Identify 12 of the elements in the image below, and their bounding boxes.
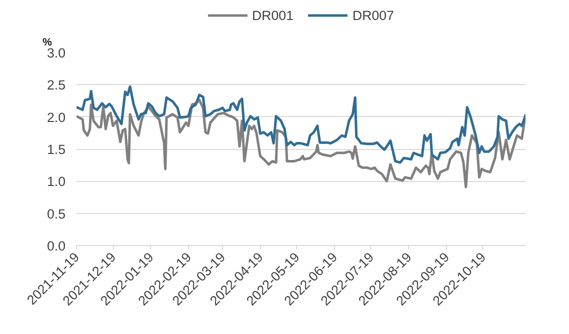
y-axis-title: % bbox=[42, 36, 52, 48]
legend-label: DR001 bbox=[252, 8, 294, 22]
line-series bbox=[76, 98, 526, 188]
y-tick-label: 2.5 bbox=[46, 78, 66, 93]
y-tick-label: 0.5 bbox=[46, 206, 66, 222]
y-tick-label: 1.5 bbox=[46, 142, 66, 157]
y-tick-label: 0.0 bbox=[46, 238, 66, 254]
y-tick-label: 2.0 bbox=[46, 110, 66, 125]
y-tick-label: 1.0 bbox=[46, 174, 66, 190]
legend-label: DR007 bbox=[352, 8, 394, 22]
y-tick-label: 3.0 bbox=[46, 46, 66, 60]
line-series bbox=[76, 85, 526, 164]
